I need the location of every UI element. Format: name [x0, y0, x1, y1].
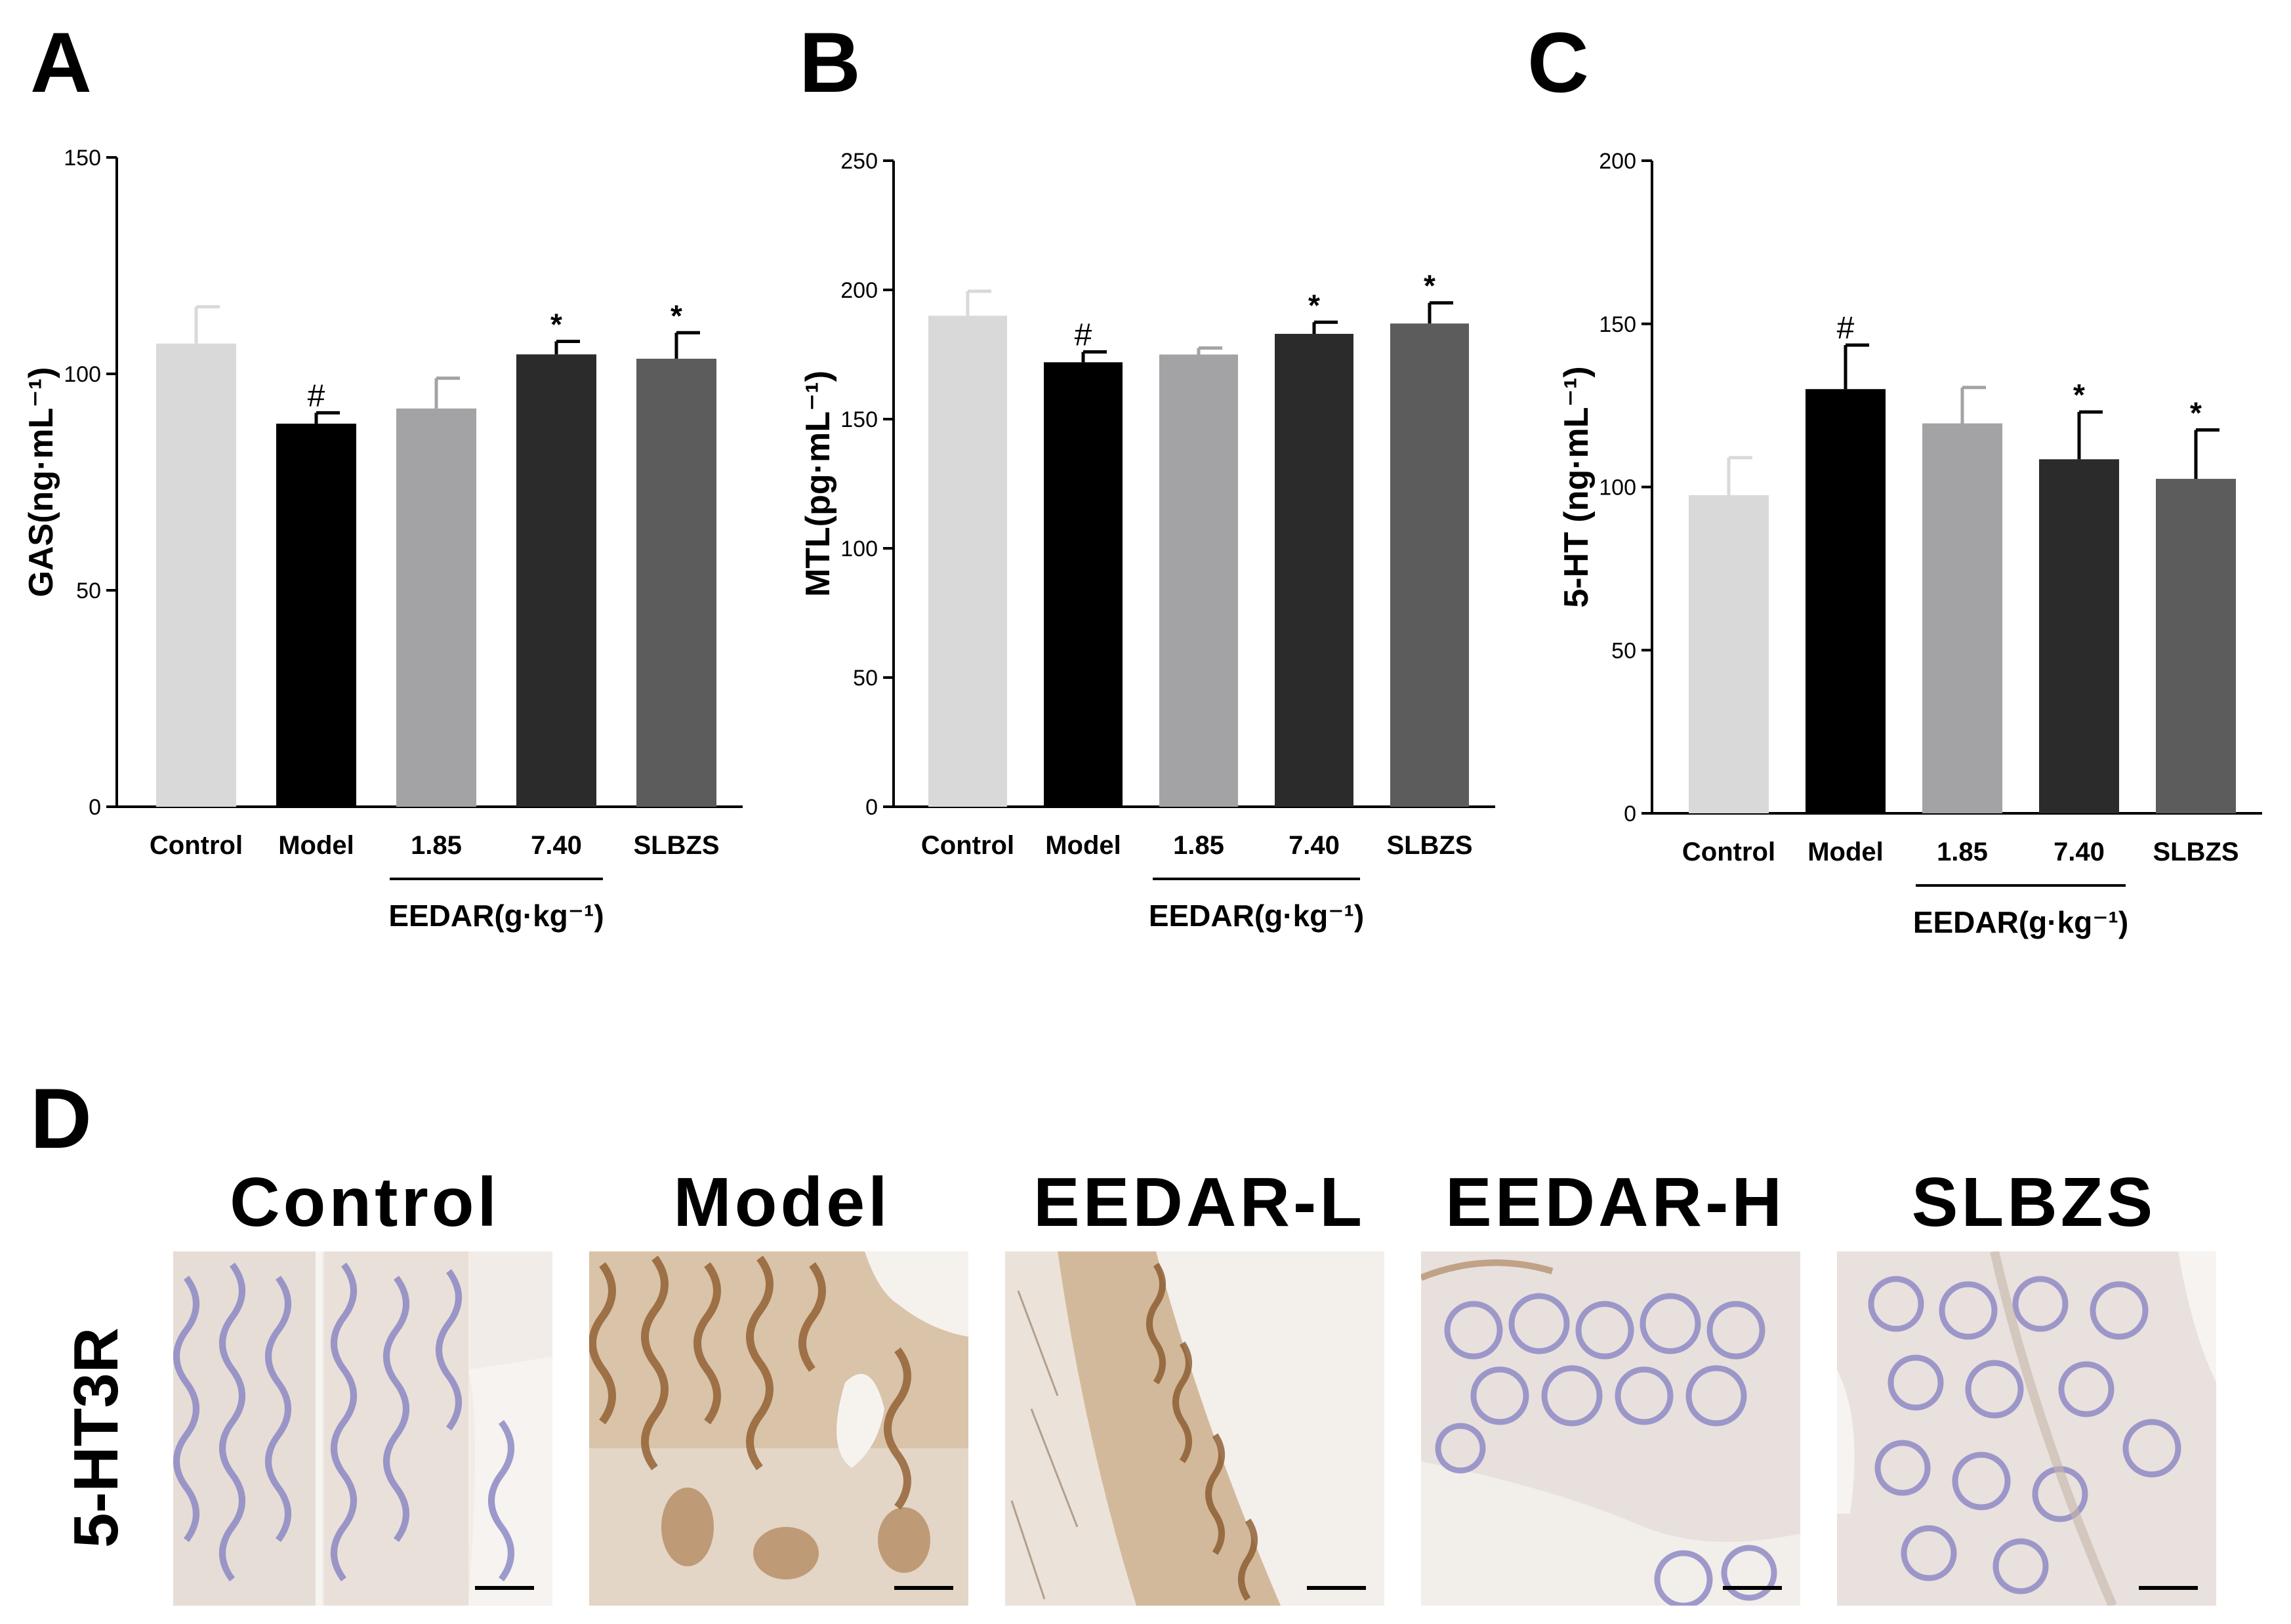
category-label: SLBZS	[1386, 831, 1472, 860]
y-tick-label: 100	[64, 362, 101, 387]
micrograph-eedar-l	[1005, 1251, 1384, 1606]
y-axis-label: MTL(pg·mL⁻¹)	[799, 371, 837, 597]
bar	[156, 343, 236, 807]
category-label: SLBZS	[633, 831, 719, 860]
y-tick-label: 250	[840, 149, 878, 174]
y-tick-label: 100	[1599, 476, 1636, 500]
category-label: 7.40	[531, 831, 582, 860]
bar	[2156, 479, 2236, 813]
category-label: 7.40	[1289, 831, 1340, 860]
y-axis-label: 5-HT (ng·mL⁻¹)	[1558, 366, 1596, 607]
y-tick-label: 200	[840, 278, 878, 303]
category-label: SLBZS	[2153, 838, 2239, 866]
micrograph-title-control: Control	[230, 1164, 500, 1241]
significance-mark: #	[308, 378, 325, 413]
chart-mtl: 0 50 100 150 200 250 MTL(pg·mL⁻¹) Control # Model…	[799, 149, 1495, 933]
group-label: EEDAR(g·kg⁻¹)	[1913, 905, 2128, 939]
bar	[928, 315, 1007, 807]
significance-mark: *	[2073, 378, 2085, 412]
significance-mark: #	[1075, 318, 1092, 353]
y-tick-label: 150	[64, 146, 101, 171]
category-label: Model	[1045, 831, 1121, 860]
chart-gas: 0 50 100 150 GAS(ng·mL⁻¹) Control # Model 1.85 * 7…	[22, 146, 743, 933]
y-tick-label: 100	[840, 537, 878, 561]
significance-mark: *	[550, 308, 562, 342]
y-tick-label: 150	[840, 407, 878, 432]
micrograph-title-eedar-l: EEDAR-L	[1033, 1164, 1366, 1241]
micrograph-title-eedar-h: EEDAR-H	[1445, 1164, 1785, 1241]
panel-letter-b: B	[799, 14, 861, 110]
micrograph-control-image	[173, 1251, 552, 1606]
micrograph-model	[589, 1251, 968, 1606]
y-axis-label: GAS(ng·mL⁻¹)	[22, 367, 60, 598]
bar	[1922, 423, 2002, 813]
category-label: 7.40	[2054, 838, 2105, 866]
panel-letter-a: A	[30, 14, 92, 110]
bar	[2039, 459, 2119, 813]
category-label: Control	[921, 831, 1014, 860]
y-tick-label: 50	[1611, 638, 1636, 663]
micrograph-eedar-l-image	[1005, 1251, 1384, 1606]
bar	[1044, 362, 1123, 807]
category-label: 1.85	[1937, 838, 1988, 866]
category-label: 1.85	[411, 831, 462, 860]
chart-5ht: 0 50 100 150 200 5-HT (ng·mL⁻¹) Control # Model 1…	[1558, 149, 2262, 939]
bar	[276, 423, 356, 807]
bar	[636, 358, 716, 807]
micrograph-model-image	[589, 1251, 968, 1606]
significance-mark: *	[1424, 269, 1435, 303]
bar	[1806, 389, 1886, 813]
y-tick-label: 0	[865, 795, 878, 820]
bar	[1390, 323, 1469, 807]
micrograph-control	[173, 1251, 552, 1606]
micrograph-title-slbzs: SLBZS	[1911, 1164, 2157, 1241]
significance-mark: *	[1308, 288, 1320, 322]
category-label: Model	[278, 831, 354, 860]
row-label-5ht3r: 5-HT3R	[61, 1327, 131, 1548]
bar	[396, 408, 476, 807]
y-tick-label: 0	[89, 795, 101, 820]
bar	[1159, 354, 1238, 807]
group-label: EEDAR(g·kg⁻¹)	[1149, 899, 1364, 933]
group-label: EEDAR(g·kg⁻¹)	[388, 899, 604, 933]
category-label: Model	[1807, 838, 1884, 866]
micrograph-eedar-h-image	[1421, 1251, 1800, 1606]
bar	[1275, 333, 1353, 807]
y-tick-label: 0	[1624, 802, 1636, 826]
micrograph-eedar-h	[1421, 1251, 1800, 1606]
y-tick-label: 50	[853, 666, 878, 691]
category-label: Control	[1682, 838, 1775, 866]
micrograph-slbzs	[1837, 1251, 2216, 1606]
y-tick-label: 200	[1599, 149, 1636, 174]
panel-letter-c: C	[1527, 14, 1589, 110]
category-label: Control	[150, 831, 243, 860]
y-tick-label: 50	[76, 579, 101, 603]
y-tick-label: 150	[1599, 312, 1636, 337]
significance-mark: *	[2190, 396, 2202, 430]
micrograph-title-model: Model	[673, 1164, 891, 1241]
micrograph-slbzs-image	[1837, 1251, 2216, 1606]
significance-mark: *	[671, 298, 682, 333]
significance-mark: #	[1837, 311, 1855, 346]
category-label: 1.85	[1173, 831, 1224, 860]
panel-letter-d: D	[30, 1070, 92, 1166]
bar	[1689, 495, 1769, 813]
bar	[516, 354, 596, 807]
